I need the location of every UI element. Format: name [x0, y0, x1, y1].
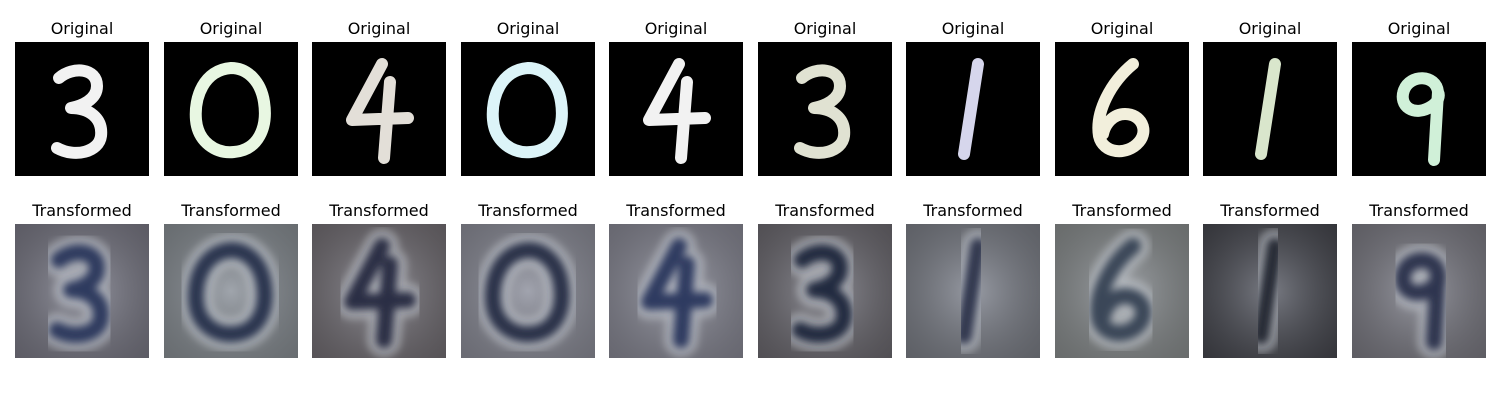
- digit-stroke: [346, 58, 414, 164]
- svhn-style-digit-image: [758, 224, 892, 358]
- panel-title: Original: [941, 19, 1005, 38]
- panel-title: Transformed: [32, 201, 132, 220]
- mnist-digit-image: [1055, 42, 1189, 176]
- panel-title: Transformed: [1072, 201, 1172, 220]
- panel-title: Transformed: [329, 201, 429, 220]
- svhn-style-digit-image: [1203, 224, 1337, 358]
- svhn-style-digit-image: [461, 224, 595, 358]
- mnist-digit-image: [1352, 42, 1486, 176]
- svhn-style-digit-image: [1352, 224, 1486, 358]
- digit-stroke: [792, 244, 853, 343]
- mnist-digit-image: [164, 42, 298, 176]
- digit-stroke: [643, 58, 711, 164]
- svhn-style-digit-image: [164, 224, 298, 358]
- svhn-style-digit-image: [15, 224, 149, 358]
- panel-title: Transformed: [1220, 201, 1320, 220]
- mnist-digit-image: [461, 42, 595, 176]
- panel-title: Original: [1090, 19, 1154, 38]
- digit-stroke: [51, 64, 108, 159]
- digit-stroke: [1394, 252, 1447, 350]
- panel-title: Original: [793, 19, 857, 38]
- mnist-digit-image: [312, 42, 446, 176]
- panel-title: Original: [644, 19, 708, 38]
- panel-title: Transformed: [923, 201, 1023, 220]
- digit-stroke: [1092, 58, 1150, 157]
- digit-stroke: [794, 64, 851, 159]
- panel-title: Transformed: [478, 201, 578, 220]
- svhn-style-digit-image: [906, 224, 1040, 358]
- digit-stroke: [484, 242, 570, 343]
- digit-stroke: [956, 238, 986, 344]
- digit-stroke: [49, 244, 110, 343]
- mnist-digit-image: [758, 42, 892, 176]
- panel-title: Transformed: [775, 201, 875, 220]
- digit-stroke: [1255, 58, 1281, 160]
- digit-stroke: [641, 238, 713, 348]
- mnist-digit-image: [609, 42, 743, 176]
- digit-stroke: [1253, 238, 1283, 344]
- panel-title: Original: [199, 19, 263, 38]
- mnist-digit-image: [1203, 42, 1337, 176]
- digit-stroke: [189, 62, 271, 159]
- mnist-digit-image: [15, 42, 149, 176]
- digit-stroke: [344, 238, 416, 348]
- panel-title: Original: [347, 19, 411, 38]
- panel-title: Transformed: [626, 201, 726, 220]
- digit-stroke: [1396, 72, 1445, 166]
- panel-title: Original: [50, 19, 114, 38]
- panel-title: Original: [1387, 19, 1451, 38]
- svhn-style-digit-image: [312, 224, 446, 358]
- digit-stroke: [958, 58, 984, 160]
- panel-title: Transformed: [1369, 201, 1469, 220]
- digit-stroke: [486, 62, 568, 159]
- panel-title: Original: [496, 19, 560, 38]
- digit-stroke: [1090, 238, 1152, 341]
- panel-title: Original: [1238, 19, 1302, 38]
- digit-stroke: [187, 242, 273, 343]
- svhn-style-digit-image: [1055, 224, 1189, 358]
- mnist-digit-image: [906, 42, 1040, 176]
- panel-title: Transformed: [181, 201, 281, 220]
- svhn-style-digit-image: [609, 224, 743, 358]
